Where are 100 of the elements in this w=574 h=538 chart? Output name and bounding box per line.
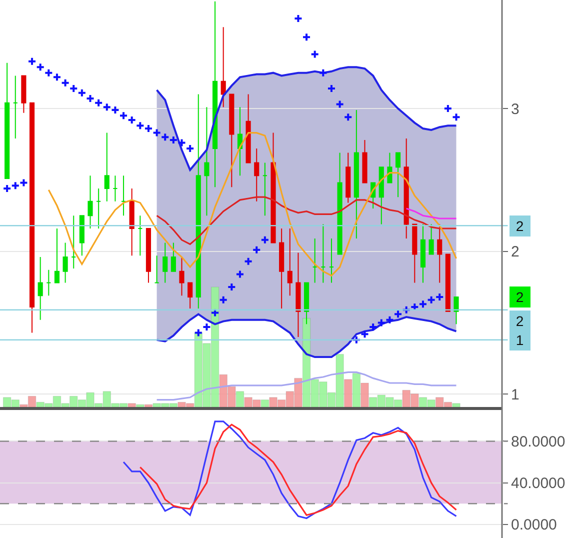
candlestick [337, 152, 342, 255]
candlestick [129, 188, 134, 256]
line-series [48, 132, 458, 276]
y-tick-label: 2 [511, 244, 520, 261]
point [244, 256, 253, 266]
point [44, 68, 54, 78]
point [119, 111, 128, 120]
candlestick [112, 175, 118, 202]
line-series [406, 208, 458, 220]
point [360, 330, 370, 339]
candlestick [170, 242, 176, 272]
candlestick [88, 175, 93, 229]
point [310, 50, 320, 59]
point [426, 295, 436, 304]
candlestick [454, 296, 459, 325]
candlestick [154, 255, 160, 284]
candlestick [220, 26, 226, 108]
point [252, 245, 262, 254]
point [10, 181, 20, 190]
line-series [156, 66, 458, 171]
candlestick [104, 132, 110, 202]
candlestick [262, 162, 268, 216]
candlestick [71, 215, 76, 269]
point [452, 112, 461, 122]
line-series [156, 313, 458, 358]
point [102, 102, 112, 112]
candlestick [437, 224, 442, 284]
point [344, 112, 353, 122]
y-tick-label: 40.0000 [511, 475, 566, 492]
candlestick [354, 109, 359, 239]
candlestick [146, 228, 152, 284]
point [77, 88, 86, 98]
candlestick [79, 215, 84, 256]
candlestick [229, 94, 234, 188]
point [194, 328, 203, 338]
y-tick-label: 0.0000 [511, 516, 557, 534]
point [218, 295, 228, 304]
candlestick [412, 224, 418, 284]
candlestick [4, 62, 10, 180]
candlestick [279, 228, 284, 309]
y-tick-label: 1 [511, 386, 520, 404]
candlestick [54, 228, 60, 284]
y-tick-label: 3 [511, 100, 520, 118]
candlestick [428, 224, 434, 255]
candlestick [320, 224, 326, 284]
candlestick [138, 215, 143, 256]
candlestick [120, 175, 126, 216]
point [376, 318, 386, 328]
candlestick [96, 188, 102, 229]
candlestick [254, 148, 260, 202]
point [318, 68, 328, 78]
candlestick [21, 75, 26, 114]
point [160, 132, 170, 142]
candlestick [212, 0, 218, 188]
candlestick [395, 152, 401, 198]
candlestick [445, 254, 450, 312]
candlestick [46, 269, 52, 296]
candlestick [29, 102, 35, 334]
candlestick [196, 94, 201, 309]
point [385, 315, 394, 324]
candlestick [404, 138, 409, 239]
candlestick [387, 152, 392, 184]
point [302, 32, 312, 42]
point [335, 100, 344, 109]
point [352, 335, 361, 344]
candlestick [38, 256, 43, 320]
point [136, 121, 145, 130]
point [260, 235, 270, 244]
candlestick [237, 106, 243, 176]
candlestick [346, 152, 351, 204]
candlestick [270, 132, 276, 244]
candlestick [246, 94, 251, 164]
point [60, 78, 70, 88]
candlestick [378, 166, 384, 225]
candlestick [162, 242, 168, 284]
point [152, 128, 162, 138]
point [210, 308, 220, 318]
point [19, 178, 28, 188]
candlestick [420, 224, 426, 284]
candlestick [12, 75, 18, 140]
point [418, 300, 428, 309]
candlestick [287, 228, 292, 296]
point [402, 305, 411, 314]
point [177, 138, 186, 148]
candlestick [179, 256, 184, 296]
point [394, 310, 403, 319]
candlestick [312, 238, 318, 284]
candlestick [362, 139, 368, 184]
point [94, 98, 104, 108]
line-series [156, 196, 458, 245]
point [36, 62, 45, 72]
candlestick [188, 282, 193, 309]
point [52, 72, 62, 82]
candlestick [328, 238, 334, 284]
point [235, 270, 244, 279]
candlestick [204, 106, 210, 216]
candlestick [296, 252, 301, 338]
y-tick-label: 80.0000 [511, 433, 566, 450]
point [28, 56, 37, 66]
candlestick [62, 242, 68, 284]
